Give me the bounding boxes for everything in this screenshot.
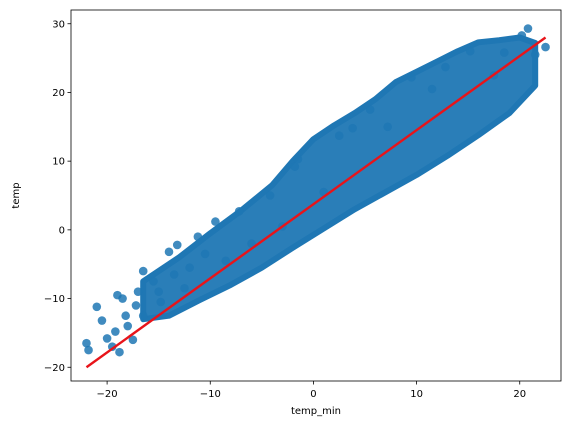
scatter-point <box>180 283 189 293</box>
plot-area-frame <box>70 9 562 382</box>
scatter-point <box>131 301 141 310</box>
scatter-point <box>465 46 475 56</box>
scatter-point <box>172 240 182 250</box>
x-tick-label: −20 <box>97 389 118 400</box>
scatter-point <box>334 131 344 141</box>
scatter-point <box>121 311 130 321</box>
y-tick-label: −20 <box>44 363 65 374</box>
scatter-point <box>499 48 509 57</box>
scatter-point <box>234 207 244 216</box>
y-tick-label: 20 <box>52 88 65 99</box>
scatter-point <box>156 297 166 307</box>
scatter-point <box>133 287 143 296</box>
scatter-point <box>200 249 210 259</box>
scatter-point <box>383 122 392 132</box>
scatter-point <box>107 342 117 351</box>
x-tick-label: 20 <box>513 389 526 400</box>
scatter-point <box>128 335 138 345</box>
scatter-point <box>149 277 158 286</box>
scatter-point <box>221 256 231 266</box>
scatter-point <box>84 345 93 355</box>
x-tick-label: −10 <box>200 389 221 400</box>
y-tick-label: 30 <box>52 19 65 30</box>
y-tick-label: 10 <box>52 157 65 168</box>
scatter-point <box>185 263 194 272</box>
point-cloud <box>140 34 539 323</box>
scatter-point <box>407 73 416 82</box>
y-axis-ticks: −20 −10 0 10 20 30 <box>44 19 71 374</box>
scatter-point <box>111 327 120 336</box>
scatter-point <box>211 217 220 226</box>
x-axis-ticks: −20 −10 0 10 20 <box>97 381 526 400</box>
scatter-point <box>541 42 550 52</box>
scatter-point <box>92 302 102 312</box>
x-tick-label: 0 <box>310 389 316 400</box>
scatter-point <box>530 50 540 59</box>
scatter-point <box>441 62 450 72</box>
x-axis-label: temp_min <box>291 406 341 417</box>
scatter-point <box>427 84 437 94</box>
scatter-point <box>154 287 163 296</box>
scatter-point <box>123 321 133 331</box>
y-tick-label: −10 <box>44 294 65 305</box>
scatter-point <box>265 191 275 200</box>
scatter-point <box>290 162 300 171</box>
scatter-point <box>97 316 107 325</box>
point-cloud-core <box>140 34 539 323</box>
y-axis-label: temp <box>11 182 22 208</box>
scatter-point <box>523 24 533 33</box>
scatter-point <box>517 31 527 40</box>
scatter-point <box>164 247 174 257</box>
scatter-point <box>365 105 375 114</box>
y-tick-label: 0 <box>59 225 65 236</box>
scatter-point <box>138 266 148 276</box>
scatter-point <box>293 154 303 164</box>
x-tick-label: 10 <box>410 389 423 400</box>
scatter-point <box>115 347 124 357</box>
regression-line <box>85 36 547 369</box>
scatter-point <box>102 334 112 343</box>
scatter-point <box>169 270 179 279</box>
scatter-point <box>118 294 127 303</box>
scatter-point <box>348 123 357 133</box>
scatter-point <box>193 232 203 242</box>
scatter-point <box>138 311 148 321</box>
regression-line-layer <box>85 36 547 369</box>
scatter-point <box>82 338 91 348</box>
